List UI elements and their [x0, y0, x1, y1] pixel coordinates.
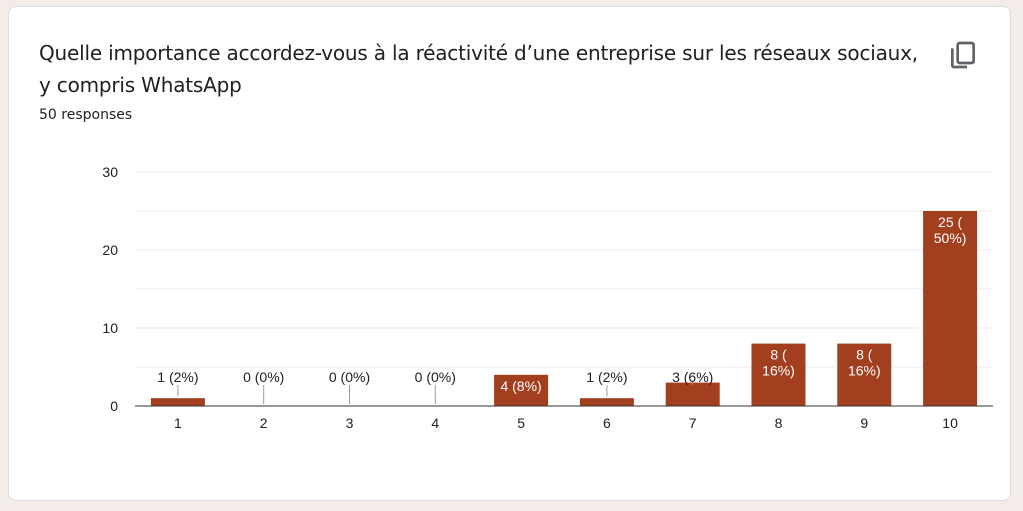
data-label: 0 (0%) [243, 369, 284, 385]
bar [751, 343, 806, 406]
chart-card: Quelle importance accordez-vous à la réa… [8, 6, 1011, 501]
response-count: 50 responses [39, 107, 133, 123]
y-tick-label: 0 [110, 398, 118, 414]
data-label: 0 (0%) [329, 369, 370, 385]
data-label: 8 (16%) [848, 347, 881, 379]
x-tick-label: 8 [775, 415, 783, 431]
x-tick-label: 4 [431, 415, 439, 431]
question-title: Quelle importance accordez-vous à la réa… [39, 41, 918, 97]
x-tick-label: 7 [689, 415, 697, 431]
data-label: 25 (50%) [934, 214, 967, 246]
x-tick-label: 9 [860, 415, 868, 431]
x-tick-label: 1 [174, 415, 182, 431]
bar [665, 382, 720, 406]
x-tick-label: 5 [517, 415, 525, 431]
bar [494, 374, 549, 406]
data-label: 1 (2%) [586, 369, 627, 385]
data-label: 0 (0%) [415, 369, 456, 385]
data-label: 4 (8%) [500, 378, 541, 394]
x-tick-label: 3 [346, 415, 354, 431]
x-tick-label: 10 [942, 415, 958, 431]
x-tick-label: 2 [260, 415, 268, 431]
data-label: 1 (2%) [157, 369, 198, 385]
y-tick-label: 30 [102, 164, 118, 180]
bar [837, 343, 892, 406]
data-label: 8 (16%) [762, 347, 795, 379]
bar [150, 398, 205, 406]
x-tick-label: 6 [603, 415, 611, 431]
bar [579, 398, 634, 406]
data-label: 3 (6%) [672, 369, 713, 385]
bar [923, 211, 978, 406]
y-tick-label: 20 [102, 242, 118, 258]
y-tick-label: 10 [102, 320, 118, 336]
copy-icon[interactable] [947, 39, 979, 71]
